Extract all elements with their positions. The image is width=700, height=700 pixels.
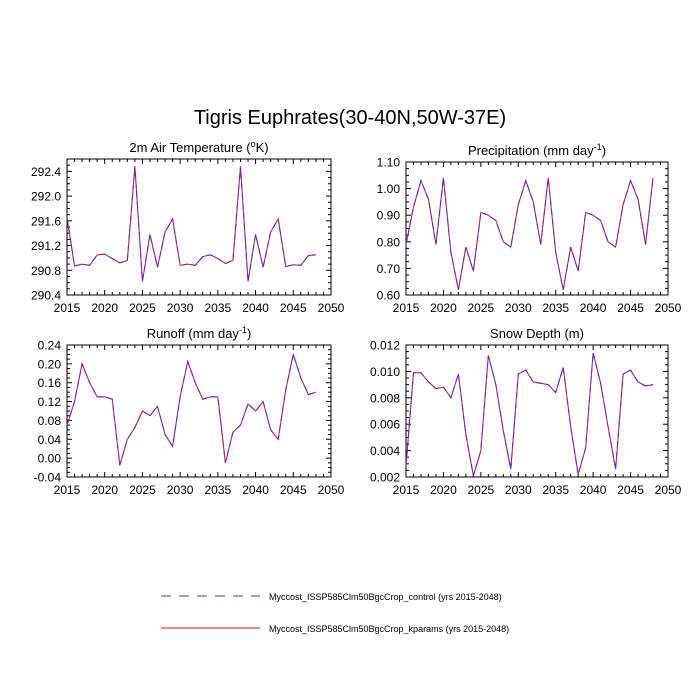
air-temperature-y-tick-label: 290.4 — [31, 289, 61, 303]
snow-depth-title-main: Snow Depth (m) — [490, 326, 584, 341]
air-temperature-x-tick-label: 2025 — [129, 301, 156, 315]
runoff-x-tick-label: 2030 — [167, 483, 194, 497]
precipitation-x-tick-label: 2040 — [580, 301, 607, 315]
snow-depth-x-tick-label: 2020 — [430, 483, 457, 497]
air-temperature-x-tick-label: 2030 — [167, 301, 194, 315]
runoff-y-tick-label: 0.08 — [38, 414, 62, 428]
runoff-y-tick-label: 0.16 — [38, 376, 62, 390]
snow-depth-x-tick-label: 2050 — [655, 483, 682, 497]
snow-depth-title: Snow Depth (m) — [490, 326, 584, 341]
legend-label: Myccost_ISSP585Clm50BgcCrop_kparams (yrs… — [269, 624, 509, 634]
air-temperature-title-end: K) — [256, 140, 269, 155]
air-temperature-x-tick-label: 2045 — [280, 301, 307, 315]
runoff-panel: Runoff (mm day-1) 2015 2020 2025 2030 2035 204… — [34, 325, 345, 497]
snow-depth-series-kparams — [405, 352, 654, 476]
runoff-y-tick-label: -0.04 — [34, 471, 62, 485]
precipitation-title: Precipitation (mm day-1) — [468, 142, 606, 158]
precipitation-x-tick-label: 2020 — [430, 301, 457, 315]
air-temperature-frame — [66, 158, 332, 296]
snow-depth-x-tick-label: 2015 — [393, 483, 420, 497]
air-temperature-series-control — [66, 166, 316, 282]
snow-depth-x-tick-label: 2045 — [617, 483, 644, 497]
precipitation-x-tick-label: 2035 — [542, 301, 569, 315]
air-temperature-y-tick-label: 291.6 — [31, 214, 61, 228]
precipitation-series-kparams — [405, 177, 654, 290]
air-temperature-title: 2m Air Temperature (oK) — [129, 139, 268, 155]
snow-depth-x-tick-label: 2040 — [580, 483, 607, 497]
legend-item: Myccost_ISSP585Clm50BgcCrop_control (yrs… — [161, 592, 502, 602]
snow-depth-y-tick-label: 0.006 — [370, 418, 400, 432]
snow-depth-x-tick-label: 2030 — [505, 483, 532, 497]
runoff-x-tick-label: 2025 — [129, 483, 156, 497]
runoff-y-tick-label: 0.00 — [38, 452, 62, 466]
runoff-x-tick-label: 2015 — [54, 483, 81, 497]
runoff-title-end: ) — [247, 326, 251, 341]
legend-label: Myccost_ISSP585Clm50BgcCrop_control (yrs… — [269, 592, 502, 602]
air-temperature-x-tick-label: 2035 — [205, 301, 232, 315]
precipitation-y-tick-label: 1.10 — [377, 156, 401, 170]
runoff-series-control — [66, 352, 317, 466]
snow-depth-frame — [405, 344, 669, 478]
precipitation-y-tick-label: 0.90 — [377, 209, 401, 223]
precipitation-x-tick-label: 2030 — [505, 301, 532, 315]
snow-depth-series-control — [405, 352, 654, 476]
precipitation-title-main: Precipitation (mm day — [468, 143, 594, 158]
figure-title: Tigris Euphrates(30-40N,50W-37E) — [194, 107, 506, 129]
air-temperature-y-tick-label: 292.4 — [31, 165, 61, 179]
air-temperature-x-tick-label: 2015 — [54, 301, 81, 315]
legend-item: Myccost_ISSP585Clm50BgcCrop_kparams (yrs… — [161, 624, 509, 634]
precipitation-y-tick-label: 0.80 — [377, 235, 401, 249]
air-temperature-y-tick-label: 292.0 — [31, 190, 61, 204]
air-temperature-y-tick-label: 290.8 — [31, 264, 61, 278]
snow-depth-panel: Snow Depth (m) 2015 2020 2025 2030 2035 2040 20… — [370, 326, 682, 497]
runoff-x-tick-label: 2045 — [280, 483, 307, 497]
precipitation-series-control — [405, 177, 654, 290]
snow-depth-x-tick-label: 2025 — [468, 483, 495, 497]
runoff-x-tick-label: 2035 — [205, 483, 232, 497]
precipitation-x-tick-label: 2025 — [468, 301, 495, 315]
snow-depth-y-tick-label: 0.012 — [370, 339, 400, 353]
precipitation-y-tick-label: 0.70 — [377, 262, 401, 276]
air-temperature-x-tick-label: 2050 — [318, 301, 345, 315]
precipitation-frame — [405, 161, 669, 296]
runoff-x-tick-label: 2020 — [91, 483, 118, 497]
snow-depth-y-tick-label: 0.002 — [370, 471, 400, 485]
runoff-title-main: Runoff (mm day — [147, 326, 240, 341]
runoff-y-tick-label: 0.12 — [38, 395, 62, 409]
precipitation-panel: Precipitation (mm day-1) 2015 2020 2025 2030… — [377, 142, 682, 315]
snow-depth-y-tick-label: 0.008 — [370, 391, 400, 405]
precipitation-x-tick-label: 2050 — [655, 301, 682, 315]
runoff-y-tick-label: 0.04 — [38, 433, 62, 447]
air-temperature-x-tick-label: 2040 — [242, 301, 269, 315]
precipitation-title-end: ) — [602, 143, 606, 158]
precipitation-x-tick-label: 2015 — [393, 301, 420, 315]
precipitation-y-tick-label: 1.00 — [377, 182, 401, 196]
runoff-x-tick-label: 2050 — [318, 483, 345, 497]
precipitation-title-sup: -1 — [594, 142, 602, 152]
runoff-x-tick-label: 2040 — [242, 483, 269, 497]
air-temperature-y-tick-label: 291.2 — [31, 239, 61, 253]
runoff-y-tick-label: 0.20 — [38, 357, 62, 371]
snow-depth-y-tick-label: 0.004 — [370, 444, 400, 458]
precipitation-y-tick-label: 0.60 — [377, 289, 401, 303]
air-temperature-panel: 2m Air Temperature (oK) 2015 2020 2025 2030 2… — [31, 139, 345, 315]
air-temperature-title-sup: o — [251, 139, 256, 149]
runoff-title-sup: -1 — [239, 325, 247, 335]
snow-depth-x-tick-label: 2035 — [542, 483, 569, 497]
air-temperature-x-tick-label: 2020 — [91, 301, 118, 315]
snow-depth-y-tick-label: 0.010 — [370, 365, 400, 379]
runoff-y-tick-label: 0.24 — [38, 339, 62, 353]
air-temperature-title-main: 2m Air Temperature ( — [129, 140, 251, 155]
runoff-title: Runoff (mm day-1) — [147, 325, 252, 341]
precipitation-x-tick-label: 2045 — [617, 301, 644, 315]
